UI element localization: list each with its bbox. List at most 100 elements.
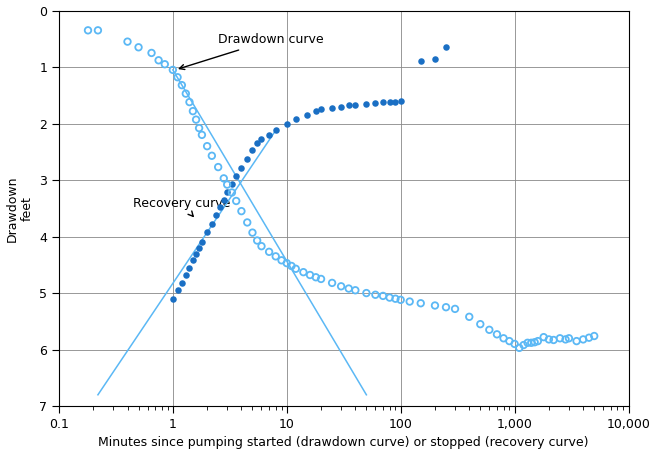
Point (222, 181, 232, 188)
Point (310, 107, 321, 115)
Point (202, 142, 213, 150)
Point (231, 172, 241, 180)
Point (231, 197, 241, 205)
X-axis label: Minutes since pumping started (drawdown curve) or stopped (recovery curve): Minutes since pumping started (drawdown … (98, 436, 589, 450)
Point (276, 257, 287, 264)
Point (207, 152, 217, 159)
Point (441, 44, 451, 51)
Point (154, 56, 164, 64)
Point (167, 66, 178, 74)
Point (236, 207, 247, 215)
Point (281, 259, 292, 267)
Point (176, 81, 187, 89)
Point (227, 180, 237, 187)
Point (450, 305, 461, 313)
Point (197, 238, 207, 246)
Text: Drawdown curve: Drawdown curve (179, 33, 324, 70)
Point (378, 292, 388, 299)
Point (475, 320, 485, 328)
Point (256, 243, 267, 250)
Point (350, 287, 361, 294)
Point (390, 98, 401, 105)
Point (188, 257, 198, 264)
Point (571, 338, 582, 345)
Point (202, 228, 213, 236)
Point (370, 291, 380, 298)
Point (589, 333, 600, 340)
Y-axis label: Drawdown
feet: Drawdown feet (5, 175, 33, 242)
Point (291, 265, 301, 273)
Point (218, 175, 229, 182)
Point (533, 338, 543, 345)
Point (350, 101, 361, 109)
Point (176, 279, 187, 287)
Point (378, 98, 388, 106)
Point (191, 250, 201, 257)
Point (302, 111, 312, 118)
Point (227, 189, 237, 196)
Point (83, 27, 93, 34)
Point (184, 264, 195, 271)
Point (191, 116, 201, 123)
Point (560, 336, 571, 343)
Point (336, 283, 346, 290)
Point (336, 103, 346, 110)
Point (215, 203, 226, 211)
Point (384, 294, 395, 301)
Point (247, 229, 258, 236)
Point (207, 221, 217, 228)
Point (405, 298, 415, 305)
Point (184, 98, 195, 106)
Point (464, 313, 474, 320)
Point (146, 49, 157, 56)
Point (441, 303, 451, 311)
Point (344, 285, 354, 292)
Point (242, 155, 253, 162)
Point (173, 74, 183, 81)
Point (298, 268, 308, 276)
Point (504, 338, 514, 345)
Point (173, 287, 183, 294)
Point (218, 196, 229, 203)
Point (270, 253, 281, 260)
Point (526, 339, 537, 346)
Point (194, 125, 204, 132)
Point (92, 27, 103, 34)
Point (430, 302, 440, 309)
Point (270, 126, 281, 134)
Point (252, 237, 262, 244)
Point (133, 44, 144, 51)
Point (305, 271, 316, 278)
Point (188, 107, 198, 115)
Point (396, 296, 406, 303)
Point (316, 275, 326, 283)
Point (384, 98, 395, 105)
Point (197, 131, 207, 138)
Point (264, 248, 274, 255)
Point (518, 341, 529, 349)
Point (236, 164, 247, 171)
Point (584, 334, 594, 341)
Point (548, 336, 559, 344)
Point (484, 326, 495, 334)
Point (211, 212, 221, 219)
Point (159, 61, 170, 68)
Point (361, 100, 372, 107)
Point (555, 334, 565, 342)
Point (167, 295, 178, 303)
Point (564, 334, 574, 342)
Point (242, 219, 253, 226)
Point (122, 38, 133, 46)
Point (544, 336, 554, 343)
Point (213, 163, 224, 171)
Point (281, 120, 292, 127)
Point (291, 116, 301, 123)
Point (194, 244, 204, 252)
Point (522, 339, 533, 346)
Point (529, 339, 540, 346)
Point (396, 97, 406, 105)
Point (256, 136, 267, 143)
Point (252, 140, 262, 147)
Point (509, 340, 520, 348)
Point (264, 131, 274, 138)
